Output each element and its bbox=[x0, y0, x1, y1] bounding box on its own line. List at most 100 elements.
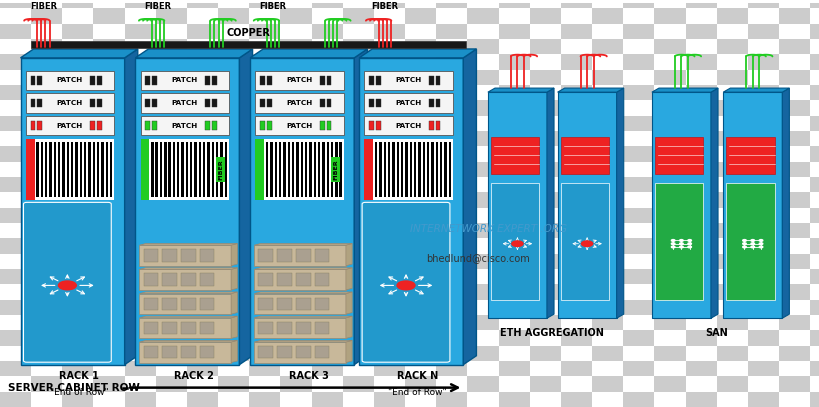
Bar bbox=[280, 376, 311, 392]
Bar bbox=[187, 238, 218, 254]
Text: FIBER: FIBER bbox=[333, 160, 337, 180]
Bar bbox=[124, 8, 156, 24]
Bar bbox=[156, 8, 187, 24]
Bar bbox=[156, 0, 187, 8]
Bar bbox=[373, 223, 405, 238]
Bar bbox=[435, 121, 440, 130]
Bar bbox=[31, 269, 62, 284]
Bar bbox=[160, 142, 162, 197]
Bar bbox=[529, 376, 560, 392]
Bar bbox=[156, 146, 187, 162]
Bar bbox=[654, 0, 685, 8]
Bar bbox=[498, 131, 529, 146]
Bar bbox=[249, 376, 280, 392]
Bar bbox=[124, 131, 156, 146]
Bar bbox=[529, 284, 560, 300]
Bar bbox=[529, 361, 560, 376]
Circle shape bbox=[758, 243, 762, 245]
Bar bbox=[280, 238, 311, 254]
FancyBboxPatch shape bbox=[362, 202, 450, 362]
Bar bbox=[560, 300, 591, 315]
Bar bbox=[311, 284, 342, 300]
Bar bbox=[716, 238, 747, 254]
Bar bbox=[622, 162, 654, 177]
Bar bbox=[405, 346, 436, 361]
Bar bbox=[255, 93, 343, 113]
Bar bbox=[187, 361, 218, 376]
Bar bbox=[124, 269, 156, 284]
Bar bbox=[498, 70, 529, 85]
Bar bbox=[373, 315, 405, 330]
Bar bbox=[280, 330, 311, 346]
Bar bbox=[124, 85, 156, 100]
Bar bbox=[62, 24, 93, 39]
Bar bbox=[467, 100, 498, 116]
Bar bbox=[187, 131, 218, 146]
Bar bbox=[335, 142, 337, 197]
Bar bbox=[809, 24, 819, 39]
Bar bbox=[156, 254, 187, 269]
Bar bbox=[0, 330, 31, 346]
Text: PATCH: PATCH bbox=[395, 100, 421, 106]
Bar bbox=[716, 0, 747, 8]
Bar bbox=[778, 361, 809, 376]
Bar bbox=[187, 146, 218, 162]
Bar bbox=[529, 24, 560, 39]
Bar bbox=[280, 315, 311, 330]
Bar bbox=[31, 300, 62, 315]
Bar bbox=[187, 8, 218, 24]
Bar bbox=[622, 85, 654, 100]
Bar bbox=[218, 361, 249, 376]
Bar bbox=[373, 146, 405, 162]
Bar bbox=[435, 76, 440, 85]
Bar bbox=[31, 346, 62, 361]
Polygon shape bbox=[346, 292, 351, 314]
Bar bbox=[62, 223, 93, 238]
Bar bbox=[62, 192, 93, 208]
Bar bbox=[622, 330, 654, 346]
Bar bbox=[93, 24, 124, 39]
Bar bbox=[747, 70, 778, 85]
Bar bbox=[280, 70, 311, 85]
Bar bbox=[250, 58, 354, 365]
Bar bbox=[654, 183, 703, 300]
Bar bbox=[405, 146, 436, 162]
Bar bbox=[124, 116, 156, 131]
Bar bbox=[218, 8, 249, 24]
Bar bbox=[211, 121, 216, 130]
Bar bbox=[778, 116, 809, 131]
Text: INTERNETWORK EXPERT .ORG: INTERNETWORK EXPERT .ORG bbox=[410, 224, 566, 234]
Bar bbox=[106, 142, 108, 197]
Bar bbox=[296, 346, 310, 359]
Bar bbox=[651, 92, 710, 318]
Bar bbox=[685, 24, 716, 39]
Bar bbox=[292, 142, 294, 197]
Bar bbox=[436, 192, 467, 208]
Text: FIBER: FIBER bbox=[29, 2, 57, 11]
Bar bbox=[387, 142, 390, 197]
Bar bbox=[373, 177, 405, 192]
Bar bbox=[30, 99, 35, 107]
Bar bbox=[726, 183, 774, 300]
Bar bbox=[498, 330, 529, 346]
Circle shape bbox=[671, 243, 674, 245]
Polygon shape bbox=[139, 268, 237, 269]
Bar bbox=[809, 70, 819, 85]
Circle shape bbox=[581, 241, 592, 247]
Bar bbox=[560, 85, 591, 100]
Bar bbox=[560, 346, 591, 361]
Bar bbox=[93, 284, 124, 300]
Bar bbox=[31, 361, 62, 376]
Bar bbox=[311, 392, 342, 407]
Bar bbox=[405, 392, 436, 407]
Bar bbox=[156, 100, 187, 116]
Bar bbox=[529, 208, 560, 223]
Bar bbox=[342, 392, 373, 407]
Bar bbox=[255, 116, 343, 136]
Bar bbox=[498, 269, 529, 284]
Bar bbox=[62, 208, 93, 223]
Bar bbox=[207, 142, 210, 197]
Bar bbox=[364, 93, 452, 113]
Bar bbox=[654, 330, 685, 346]
Bar bbox=[428, 76, 433, 85]
